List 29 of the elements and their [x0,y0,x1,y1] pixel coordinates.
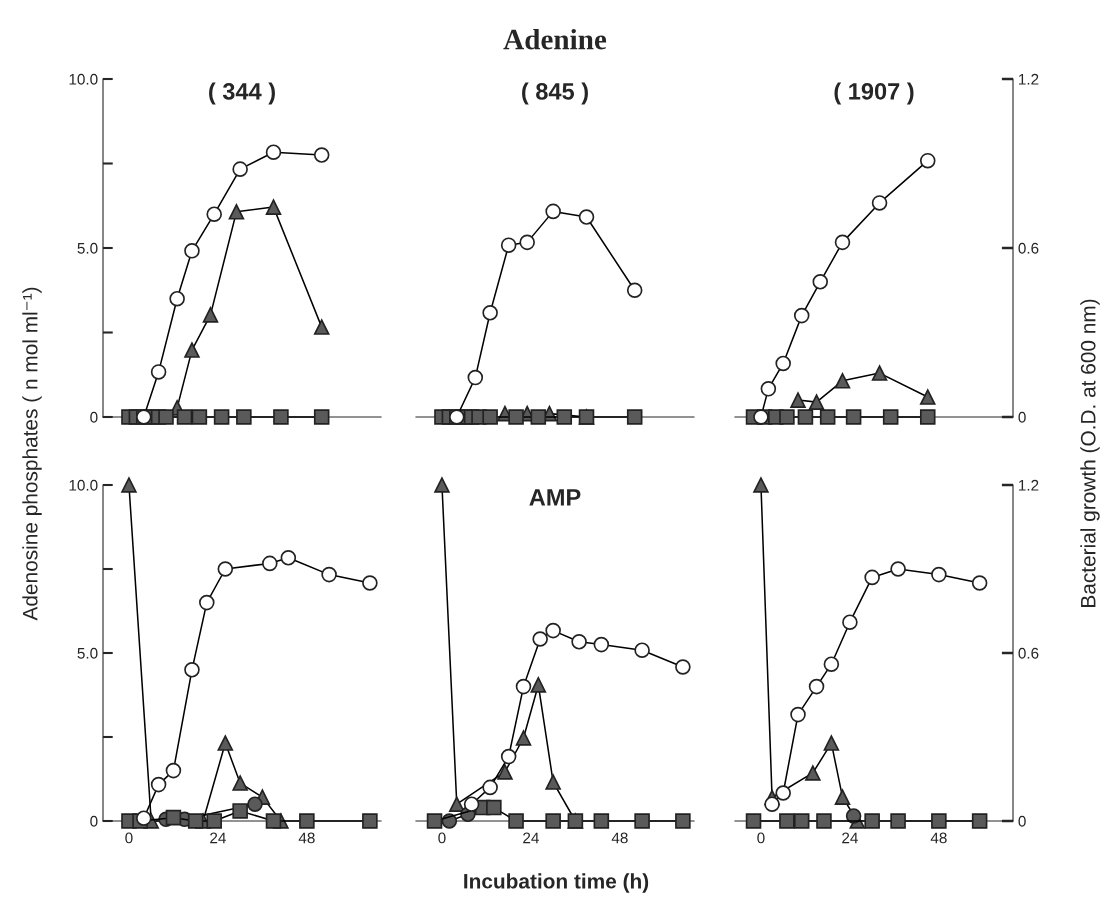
y2-tick-label: 1.2 [1019,73,1039,85]
chart-title: ( 845 ) [522,82,588,105]
x-tick-label: 48 [930,832,947,844]
y-tick-label: 0 [90,815,98,827]
y2-axis-title: Bacterial growth (O.D. at 600 nm) [1080,299,1100,607]
y-tick-label: 5.0 [77,647,98,659]
y-tick-label: 0 [90,411,98,423]
chart-title: ( 1907 ) [834,82,914,105]
y-tick-label: 5.0 [77,242,98,254]
x-tick-label: 0 [757,832,765,844]
y-axis-title: Adenosine phosphates ( n mol ml⁻¹) [22,287,42,621]
x-tick-label: 48 [611,832,628,844]
y2-tick-label: 0.6 [1018,242,1039,254]
x-tick-label: 0 [125,832,133,844]
chart-title: ( 344 ) [209,82,275,105]
y2-tick-label: 1.2 [1019,479,1039,491]
y-tick-label: 10.0 [69,479,98,491]
x-tick-label: 24 [842,832,858,844]
y2-tick-label: 0.6 [1018,647,1039,659]
x-tick-label: 48 [298,832,315,844]
x-tick-label: 0 [438,832,446,844]
y-tick-label: 10.0 [69,73,98,85]
text: Adenine [503,28,607,50]
y2-tick-label: 0 [1018,411,1026,423]
x-axis-title: Incubation time (h) [464,873,649,893]
chart-title: AMP [529,489,581,506]
x-tick-label: 24 [210,832,226,844]
x-tick-label: 24 [523,832,539,844]
y2-tick-label: 0 [1018,815,1026,827]
